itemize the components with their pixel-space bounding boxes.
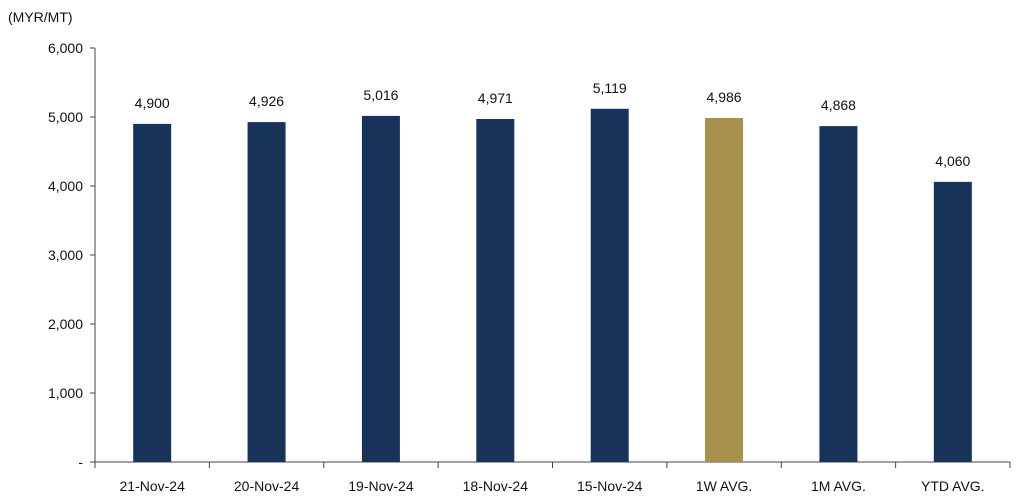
x-tick-label: 21-Nov-24 — [120, 478, 186, 494]
y-ticks: - 1,000 2,000 3,000 4,000 5,000 6,000 — [48, 40, 95, 470]
x-tick-label: 18-Nov-24 — [463, 478, 529, 494]
data-label: 4,926 — [249, 93, 284, 109]
x-tick-label: 1W AVG. — [696, 478, 753, 494]
x-tick-label: YTD AVG. — [921, 478, 985, 494]
x-ticks: 21-Nov-24 20-Nov-24 19-Nov-24 18-Nov-24 15-N… — [94, 462, 1011, 494]
data-label: 4,060 — [935, 153, 970, 169]
bar — [819, 126, 858, 462]
data-label: 5,016 — [363, 87, 398, 103]
y-axis-label: (MYR/MT) — [8, 9, 73, 25]
bar — [133, 123, 172, 463]
data-label: 4,971 — [478, 90, 513, 106]
data-label: 4,868 — [821, 97, 856, 113]
data-label: 4,900 — [135, 95, 170, 111]
y-tick-label: 2,000 — [48, 316, 83, 332]
bar — [361, 115, 400, 463]
bar — [933, 181, 972, 463]
x-tick-label: 20-Nov-24 — [234, 478, 300, 494]
y-tick-label: 6,000 — [48, 40, 83, 56]
data-label: 5,119 — [593, 80, 627, 96]
y-tick-label: 5,000 — [48, 109, 83, 125]
y-tick-label: - — [78, 454, 83, 470]
y-tick-label: 3,000 — [48, 247, 83, 263]
bar — [247, 122, 286, 462]
x-tick-label: 15-Nov-24 — [577, 478, 643, 494]
x-tick-label: 19-Nov-24 — [348, 478, 414, 494]
y-tick-label: 4,000 — [48, 178, 83, 194]
bar — [476, 119, 515, 462]
data-label: 4,986 — [707, 89, 742, 105]
data-labels: 4,900 4,926 5,016 4,971 5,119 4,986 4,868 4,060 — [135, 80, 971, 169]
bar — [590, 108, 629, 462]
bar — [705, 117, 744, 462]
x-tick-label: 1M AVG. — [811, 478, 866, 494]
bars — [133, 108, 972, 463]
y-tick-label: 1,000 — [48, 385, 83, 401]
